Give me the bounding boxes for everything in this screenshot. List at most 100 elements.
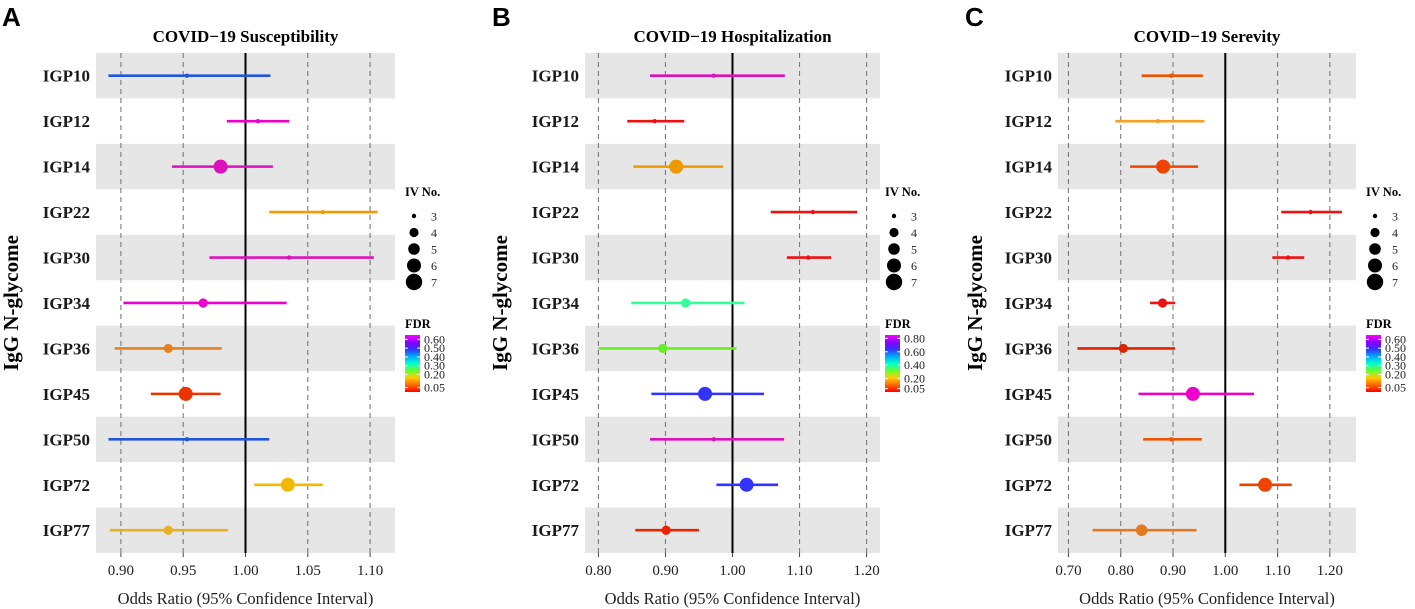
panel-letter: C bbox=[965, 2, 984, 32]
estimate-point bbox=[806, 255, 811, 260]
fdr-tick-label: 0.50 bbox=[1385, 341, 1406, 355]
legend-size-label: 5 bbox=[1392, 243, 1398, 257]
row-label: IGP50 bbox=[43, 430, 90, 449]
legend-fdr-title: FDR bbox=[1366, 317, 1393, 331]
fdr-tick-label: 0.05 bbox=[424, 381, 445, 395]
legend-size-dot bbox=[1372, 213, 1378, 219]
x-tick-label: 1.00 bbox=[1212, 563, 1238, 579]
fdr-tick-label: 0.05 bbox=[904, 382, 925, 396]
x-axis-label: Odds Ratio (95% Confidence Interval) bbox=[605, 589, 861, 608]
row-label: IGP77 bbox=[43, 521, 91, 540]
estimate-point bbox=[255, 118, 261, 124]
x-tick-label: 0.80 bbox=[1108, 563, 1134, 579]
estimate-point bbox=[661, 525, 671, 535]
row-label: IGP12 bbox=[532, 112, 579, 131]
row-stripe bbox=[1058, 53, 1356, 99]
estimate-point bbox=[810, 209, 816, 215]
legend-size-dot bbox=[888, 243, 900, 255]
panel-a: A COVID−19 Susceptibility IGP10 IGP12 IGP14 I… bbox=[0, 2, 445, 608]
x-tick-label: 1.10 bbox=[786, 563, 812, 579]
legend-size-label: 4 bbox=[431, 226, 437, 240]
fdr-tick-label: 0.40 bbox=[904, 358, 925, 372]
x-tick-label: 0.95 bbox=[170, 563, 196, 579]
fdr-tick-label: 0.60 bbox=[424, 332, 445, 346]
row-label: IGP14 bbox=[43, 158, 91, 177]
legend-size-dot bbox=[408, 243, 420, 255]
estimate-point bbox=[680, 298, 691, 308]
panel-title: COVID−19 Hospitalization bbox=[633, 27, 832, 46]
legend-size-label: 5 bbox=[431, 243, 437, 257]
legend-size-label: 6 bbox=[431, 259, 437, 273]
fdr-tick-label: 0.50 bbox=[424, 341, 445, 355]
row-label: IGP50 bbox=[1005, 430, 1052, 449]
row-label: IGP10 bbox=[43, 67, 90, 86]
estimate-point bbox=[1169, 437, 1174, 442]
legend-size-dot bbox=[1370, 227, 1380, 238]
estimate-point bbox=[1169, 73, 1174, 78]
y-axis-title: IgG N-glycome bbox=[0, 235, 23, 371]
estimate-point bbox=[739, 477, 754, 492]
row-label: IGP30 bbox=[43, 249, 90, 268]
panel-letter: B bbox=[492, 2, 511, 32]
estimate-point bbox=[178, 386, 193, 401]
legend-size-label: 4 bbox=[911, 226, 917, 240]
row-label: IGP34 bbox=[43, 294, 91, 313]
legend-size-title: IV No. bbox=[405, 185, 440, 199]
row-label: IGP22 bbox=[532, 203, 579, 222]
row-label: IGP30 bbox=[1005, 249, 1052, 268]
estimate-point bbox=[1135, 524, 1148, 537]
x-tick-label: 0.70 bbox=[1055, 563, 1081, 579]
legend-size-label: 6 bbox=[911, 259, 917, 273]
legend-size-label: 7 bbox=[911, 276, 917, 290]
estimate-point bbox=[1118, 343, 1128, 354]
estimate-point bbox=[669, 159, 684, 174]
legend-size-label: 3 bbox=[911, 210, 917, 224]
row-label: IGP14 bbox=[1005, 158, 1053, 177]
estimate-point bbox=[1155, 118, 1161, 124]
fdr-tick-label: 0.60 bbox=[904, 345, 925, 359]
row-label: IGP36 bbox=[532, 339, 579, 358]
row-label: IGP72 bbox=[1005, 476, 1052, 495]
x-tick-label: 1.20 bbox=[853, 563, 879, 579]
y-axis-title: IgG N-glycome bbox=[488, 235, 512, 371]
fdr-tick-label: 0.20 bbox=[904, 372, 925, 386]
row-label: IGP50 bbox=[532, 430, 579, 449]
row-label: IGP34 bbox=[1005, 294, 1053, 313]
estimate-point bbox=[198, 298, 208, 308]
estimate-point bbox=[1156, 159, 1171, 174]
row-label: IGP22 bbox=[43, 203, 90, 222]
estimate-point bbox=[1157, 298, 1168, 308]
row-label: IGP72 bbox=[43, 476, 90, 495]
estimate-point bbox=[184, 437, 190, 442]
row-label: IGP36 bbox=[43, 339, 90, 358]
y-axis-title: IgG N-glycome bbox=[963, 235, 987, 371]
x-axis-label: Odds Ratio (95% Confidence Interval) bbox=[1079, 589, 1335, 608]
x-tick-label: 0.90 bbox=[108, 563, 134, 579]
fdr-tick-label: 0.20 bbox=[424, 367, 445, 381]
row-label: IGP12 bbox=[1005, 112, 1052, 131]
legend-size-label: 7 bbox=[431, 276, 437, 290]
legend-size-label: 4 bbox=[1392, 226, 1398, 240]
row-stripe bbox=[1058, 234, 1356, 281]
row-label: IGP22 bbox=[1005, 203, 1052, 222]
legend-size-dot bbox=[1369, 243, 1381, 255]
x-tick-label: 1.05 bbox=[295, 563, 321, 579]
x-tick-label: 1.00 bbox=[719, 563, 745, 579]
estimate-point bbox=[698, 386, 713, 401]
row-label: IGP10 bbox=[1005, 67, 1052, 86]
legend-size-dot bbox=[891, 213, 897, 219]
x-tick-label: 0.90 bbox=[652, 563, 678, 579]
legend-fdr-title: FDR bbox=[885, 317, 912, 331]
row-label: IGP14 bbox=[532, 158, 580, 177]
fdr-tick-label: 0.30 bbox=[1385, 359, 1406, 373]
row-label: IGP45 bbox=[1005, 385, 1052, 404]
row-label: IGP77 bbox=[1005, 521, 1053, 540]
estimate-point bbox=[1185, 386, 1200, 401]
legend-size-dot bbox=[1368, 258, 1382, 273]
row-label: IGP72 bbox=[532, 476, 579, 495]
panel-b: B COVID−19 Hospitalization IGP10 IGP12 IGP14… bbox=[488, 2, 925, 608]
legend-size-dot bbox=[411, 213, 417, 219]
estimate-point bbox=[320, 209, 325, 215]
legend-size-title: IV No. bbox=[1366, 185, 1401, 199]
fdr-tick-label: 0.30 bbox=[424, 359, 445, 373]
